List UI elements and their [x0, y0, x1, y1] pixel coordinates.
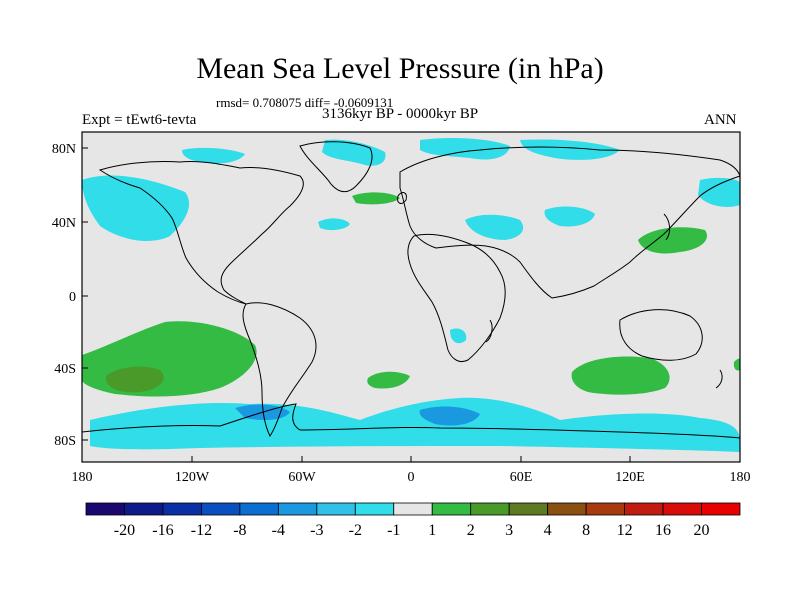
lon-label-60e: 60E: [510, 470, 533, 485]
colorbar: -20 -16 -12 -8 -4 -3 -2 -1 1 2 3 4 8 12 16 20: [85, 502, 741, 539]
coast-eurasia: [399, 146, 741, 299]
coast-uk: [397, 192, 407, 204]
colorbar-label-10: 3: [505, 522, 513, 539]
cyan-region-north-pacific: [82, 175, 190, 241]
colorbar-swatch-5: [277, 502, 318, 516]
colorbar-swatch-10: [470, 502, 510, 516]
colorbar-label-13: 12: [617, 522, 633, 539]
colorbar-swatch-13: [585, 502, 625, 516]
coast-japan: [663, 213, 671, 241]
green-region-north-atlantic: [352, 192, 400, 205]
colorbar-label-15: 20: [694, 522, 710, 539]
lon-label-0: 0: [408, 470, 415, 485]
lon-label-60w: 60W: [288, 470, 316, 485]
coast-antarctica: [81, 403, 741, 439]
colorbar-swatch-2: [162, 502, 202, 516]
colorbar-swatch-14: [624, 502, 664, 516]
colorbar-label-1: -16: [152, 522, 173, 539]
colorbar-swatch-16: [701, 502, 741, 516]
coast-greenland: [299, 141, 373, 193]
anomaly-fields: [82, 138, 740, 452]
experiment-label: Expt = tEwt6-tevta: [82, 112, 197, 128]
colorbar-swatch-7: [354, 502, 395, 516]
map-panel: 80N 40N 0 40S 80S 180 120W 60W 0 60E 120…: [52, 131, 751, 485]
colorbar-label-7: -1: [387, 522, 400, 539]
lat-label-0: 0: [69, 290, 76, 305]
cyan-region-siberia: [520, 139, 620, 160]
colorbar-label-4: -4: [272, 522, 285, 539]
lat-label-80s: 80S: [54, 434, 76, 449]
colorbar-label-14: 16: [655, 522, 671, 539]
tick-marks: [82, 147, 631, 462]
lat-label-80n: 80N: [52, 142, 76, 157]
cyan-region-arctic-europe: [420, 138, 510, 160]
colorbar-label-2: -12: [191, 522, 212, 539]
lon-label-120e: 120E: [615, 470, 645, 485]
colorbar-swatch-12: [547, 502, 587, 516]
green-region-indian-ocean: [571, 356, 670, 395]
season-label: ANN: [704, 112, 737, 128]
darkgreen-region-south-pacific: [105, 366, 164, 393]
colorbar-label-12: 8: [582, 522, 590, 539]
colorbar-label-9: 2: [467, 522, 475, 539]
green-region-east-pacific-edge: [733, 358, 740, 371]
cyan-region-asia: [544, 206, 595, 227]
cyan-region-north-america: [182, 147, 245, 164]
colorbar-swatch-15: [662, 502, 702, 516]
lon-label-180e: 180: [730, 470, 751, 485]
chart-title: Mean Sea Level Pressure (in hPa): [196, 52, 604, 85]
blue-region-weddell: [419, 406, 480, 426]
colorbar-label-5: -3: [310, 522, 323, 539]
colorbar-swatch-1: [124, 502, 164, 516]
stats-label: rmsd= 0.708075 diff= -0.0609131: [216, 95, 394, 110]
coast-new-zealand: [715, 369, 723, 389]
colorbar-label-3: -8: [233, 522, 246, 539]
coast-africa: [407, 233, 506, 363]
colorbar-label-8: 1: [428, 522, 436, 539]
coast-australia: [619, 309, 703, 361]
lat-label-40n: 40N: [52, 216, 76, 231]
lon-label-180w: 180: [72, 470, 93, 485]
colorbar-swatch-11: [508, 502, 549, 516]
colorbar-label-11: 4: [544, 522, 552, 539]
colorbar-swatch-3: [201, 502, 241, 516]
green-region-west-pacific: [638, 227, 708, 254]
coast-south-america: [242, 302, 317, 437]
colorbar-swatch-8: [393, 502, 433, 516]
lat-label-40s: 40S: [54, 362, 76, 377]
colorbar-swatch-6: [316, 502, 356, 516]
cyan-region-north-pacific-east: [698, 177, 740, 207]
colorbar-swatch-9: [431, 502, 472, 516]
period-label: 3136kyr BP - 0000kyr BP: [322, 106, 479, 122]
colorbar-label-6: -2: [349, 522, 362, 539]
coast-north-america: [98, 160, 304, 305]
lon-label-120w: 120W: [175, 470, 210, 485]
cyan-region-north-atlantic: [318, 218, 350, 231]
cyan-region-mediterranean: [465, 214, 524, 240]
green-region-south-atlantic: [367, 371, 410, 389]
colorbar-swatch-4: [239, 502, 279, 516]
colorbar-swatch-0: [85, 502, 125, 516]
cyan-region-greenland: [322, 139, 386, 166]
cyan-region-south-africa: [450, 328, 467, 344]
coast-madagascar: [485, 319, 493, 343]
colorbar-label-0: -20: [114, 522, 135, 539]
coastlines: [81, 141, 741, 439]
